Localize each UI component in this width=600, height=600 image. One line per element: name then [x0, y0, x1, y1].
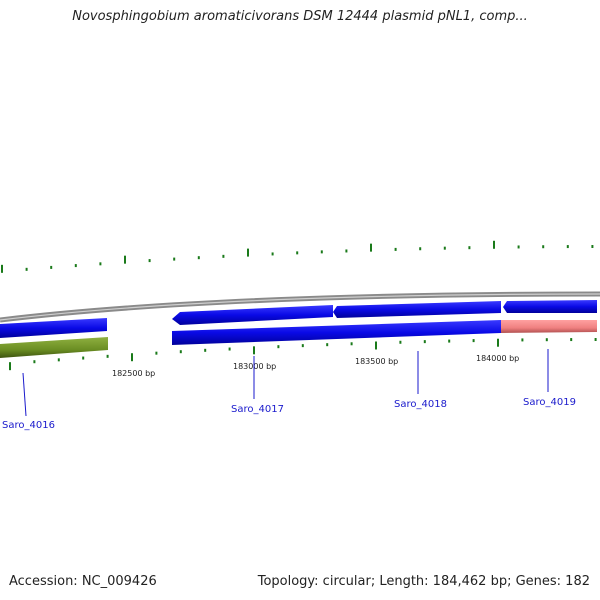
- forward-strand-track: [0, 300, 597, 338]
- ruler-label-183000: 183000 bp: [233, 362, 276, 371]
- reverse-strand-track: [0, 320, 597, 358]
- gene-label-saro-4018[interactable]: Saro_4018: [394, 399, 447, 410]
- ruler-label-184000: 184000 bp: [476, 354, 519, 363]
- gene-labels: Saro_4016 Saro_4017 Saro_4018 Saro_4019: [2, 349, 576, 431]
- accession-label: Accession: NC_009426: [9, 574, 157, 589]
- gene-label-saro-4017[interactable]: Saro_4017: [231, 404, 284, 415]
- gene-label-saro-4016[interactable]: Saro_4016: [2, 420, 55, 431]
- cds-saro-4016[interactable]: [0, 337, 108, 358]
- cds-saro-4016-forward[interactable]: [0, 318, 107, 338]
- gc-skew-track: [1, 240, 594, 273]
- cds-saro-4017-4018[interactable]: [172, 320, 501, 345]
- map-title: Novosphingobium aromaticivorans DSM 1244…: [72, 9, 528, 24]
- base-pair-ruler: 182500 bp 183000 bp 183500 bp 184000 bp: [9, 338, 597, 378]
- genome-summary: Topology: circular; Length: 184,462 bp; …: [257, 574, 590, 589]
- cds-saro-4018-fragment[interactable]: [333, 301, 501, 318]
- ruler-label-182500: 182500 bp: [112, 369, 155, 378]
- gene-label-saro-4019[interactable]: Saro_4019: [523, 397, 576, 408]
- gene-leader-saro-4016: [22, 372, 27, 417]
- cds-saro-4019-fragment[interactable]: [503, 300, 597, 313]
- backbone-inner: [0, 293, 600, 321]
- cds-saro-4017-fragment[interactable]: [172, 305, 333, 325]
- ruler-label-183500: 183500 bp: [355, 357, 398, 366]
- feature-saro-4019[interactable]: [501, 320, 597, 333]
